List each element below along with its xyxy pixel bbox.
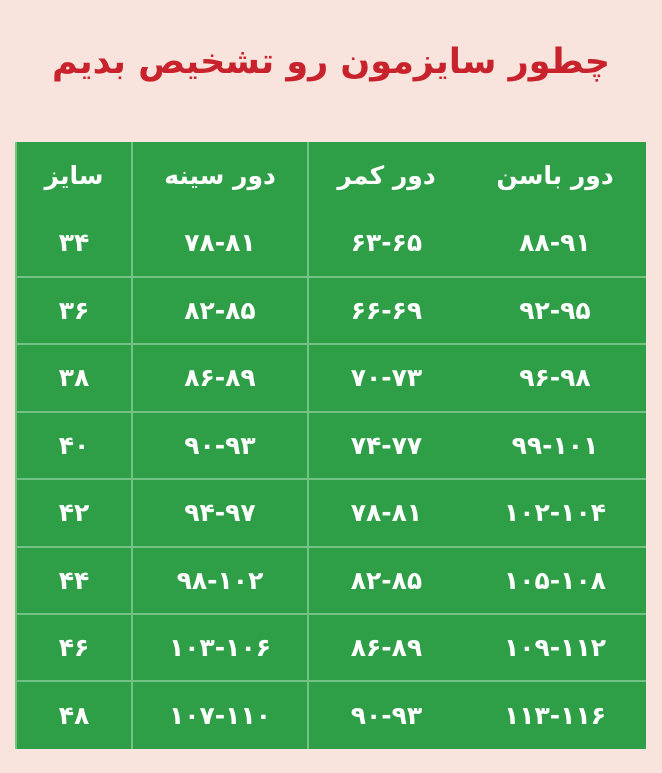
cell-bust: ۹۰-۹۳ bbox=[131, 411, 308, 481]
cell-hips: ۸۸-۹۱ bbox=[464, 209, 646, 278]
page-title: چطور سایزمون رو تشخیص بدیم bbox=[52, 42, 610, 82]
cell-bust: ۹۸-۱۰۲ bbox=[131, 546, 308, 616]
cell-hips: ۹۲-۹۵ bbox=[464, 276, 646, 346]
cell-hips: ۱۰۲-۱۰۴ bbox=[464, 479, 646, 548]
cell-size: ۴۰ bbox=[15, 411, 132, 481]
table-row: ۱۰۵-۱۰۸ ۸۲-۸۵ ۹۸-۱۰۲ ۴۴ bbox=[15, 546, 646, 616]
cell-waist: ۸۲-۸۵ bbox=[307, 546, 464, 616]
column-header-waist: دور کمر bbox=[307, 142, 464, 210]
cell-bust: ۷۸-۸۱ bbox=[131, 209, 308, 278]
cell-waist: ۶۶-۶۹ bbox=[307, 276, 464, 346]
cell-size: ۳۴ bbox=[15, 209, 132, 278]
cell-hips: ۱۱۳-۱۱۶ bbox=[464, 681, 646, 749]
cell-bust: ۱۰۷-۱۱۰ bbox=[131, 681, 308, 749]
cell-hips: ۹۹-۱۰۱ bbox=[464, 411, 646, 481]
cell-bust: ۱۰۳-۱۰۶ bbox=[131, 614, 308, 683]
size-table-container: دور باسن دور کمر دور سینه سایز ۸۸-۹۱ ۶۳-… bbox=[15, 142, 646, 749]
table-row: ۹۲-۹۵ ۶۶-۶۹ ۸۲-۸۵ ۳۶ bbox=[15, 276, 646, 346]
table-row: ۹۹-۱۰۱ ۷۴-۷۷ ۹۰-۹۳ ۴۰ bbox=[15, 411, 646, 481]
table-row: ۸۸-۹۱ ۶۳-۶۵ ۷۸-۸۱ ۳۴ bbox=[15, 209, 646, 278]
table-row: ۱۰۹-۱۱۲ ۸۶-۸۹ ۱۰۳-۱۰۶ ۴۶ bbox=[15, 614, 646, 683]
cell-size: ۴۶ bbox=[15, 614, 132, 683]
table-header-row: دور باسن دور کمر دور سینه سایز bbox=[15, 142, 646, 210]
table-head: دور باسن دور کمر دور سینه سایز bbox=[15, 142, 646, 210]
cell-size: ۳۶ bbox=[15, 276, 132, 346]
cell-size: ۴۲ bbox=[15, 479, 132, 548]
table-row: ۱۰۲-۱۰۴ ۷۸-۸۱ ۹۴-۹۷ ۴۲ bbox=[15, 479, 646, 548]
table-row: ۱۱۳-۱۱۶ ۹۰-۹۳ ۱۰۷-۱۱۰ ۴۸ bbox=[15, 681, 646, 749]
table-row: ۹۶-۹۸ ۷۰-۷۳ ۸۶-۸۹ ۳۸ bbox=[15, 344, 646, 413]
table-body: ۸۸-۹۱ ۶۳-۶۵ ۷۸-۸۱ ۳۴ ۹۲-۹۵ ۶۶-۶۹ ۸۲-۸۵ ۳… bbox=[15, 209, 646, 749]
column-header-size: سایز bbox=[15, 142, 132, 210]
size-table: دور باسن دور کمر دور سینه سایز ۸۸-۹۱ ۶۳-… bbox=[15, 142, 646, 749]
column-header-bust: دور سینه bbox=[131, 142, 308, 210]
cell-waist: ۶۳-۶۵ bbox=[307, 209, 464, 278]
cell-waist: ۷۸-۸۱ bbox=[307, 479, 464, 548]
cell-hips: ۱۰۹-۱۱۲ bbox=[464, 614, 646, 683]
cell-waist: ۷۰-۷۳ bbox=[307, 344, 464, 413]
cell-waist: ۷۴-۷۷ bbox=[307, 411, 464, 481]
cell-size: ۴۸ bbox=[15, 681, 132, 749]
cell-bust: ۹۴-۹۷ bbox=[131, 479, 308, 548]
cell-hips: ۱۰۵-۱۰۸ bbox=[464, 546, 646, 616]
cell-bust: ۸۲-۸۵ bbox=[131, 276, 308, 346]
column-header-hips: دور باسن bbox=[464, 142, 646, 210]
cell-waist: ۹۰-۹۳ bbox=[307, 681, 464, 749]
cell-hips: ۹۶-۹۸ bbox=[464, 344, 646, 413]
cell-waist: ۸۶-۸۹ bbox=[307, 614, 464, 683]
cell-bust: ۸۶-۸۹ bbox=[131, 344, 308, 413]
cell-size: ۴۴ bbox=[15, 546, 132, 616]
cell-size: ۳۸ bbox=[15, 344, 132, 413]
